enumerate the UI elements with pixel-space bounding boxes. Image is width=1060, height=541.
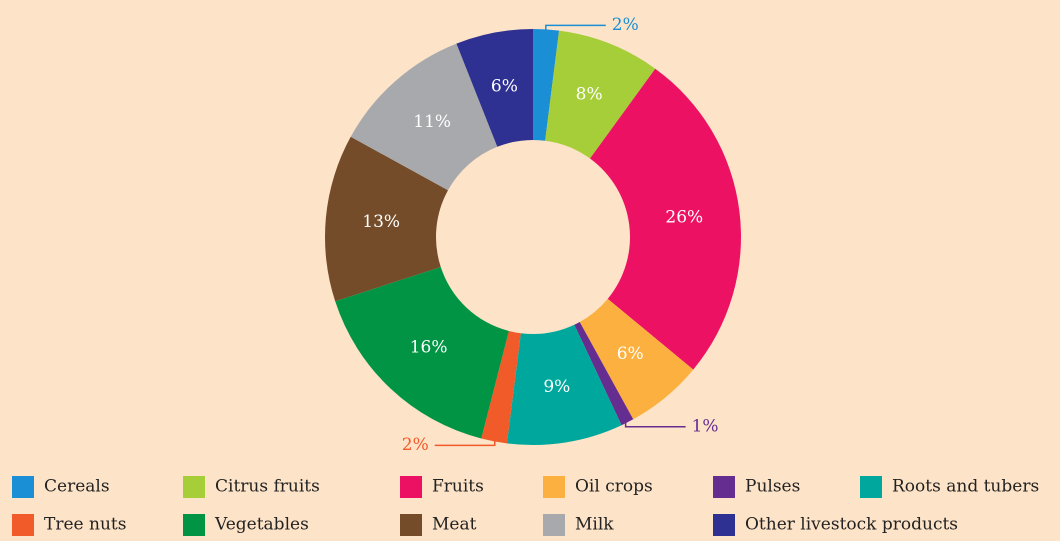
data-label: 26% (665, 207, 703, 227)
data-label: 13% (362, 212, 400, 232)
legend-label: Citrus fruits (215, 477, 320, 497)
leader-line (624, 418, 686, 428)
donut-segment (325, 136, 448, 302)
data-label: 1% (692, 416, 719, 436)
donut-segment (590, 68, 742, 370)
legend-label: Pulses (745, 477, 800, 497)
legend-swatch (12, 476, 34, 498)
donut-segment (545, 30, 656, 159)
donut-segment (574, 322, 634, 426)
legend-label: Oil crops (575, 477, 653, 497)
legend-swatch (713, 476, 735, 498)
legend-swatch (543, 514, 565, 536)
leader-line (545, 24, 606, 34)
legend-label: Tree nuts (44, 515, 126, 535)
data-label: 8% (576, 85, 603, 105)
legend-swatch (183, 476, 205, 498)
data-label: 2% (402, 435, 429, 455)
legend-swatch (543, 476, 565, 498)
legend-label: Milk (575, 515, 614, 535)
legend-label: Vegetables (214, 515, 309, 535)
data-label: 11% (413, 112, 451, 132)
legend-label: Fruits (432, 477, 484, 497)
data-label: 2% (612, 15, 639, 35)
donut-segment (335, 266, 509, 439)
legend-swatch (12, 514, 34, 536)
data-label: 6% (491, 77, 518, 97)
donut-segment (579, 298, 694, 420)
donut-segment (481, 330, 521, 444)
donut-segment (506, 324, 622, 446)
legend-swatch (713, 514, 735, 536)
donut-segment (456, 29, 533, 147)
legend-swatch (860, 476, 882, 498)
legend-swatch (400, 476, 422, 498)
data-label: 6% (617, 344, 644, 364)
legend-label: Other livestock products (745, 515, 958, 535)
data-label: 9% (543, 377, 570, 397)
donut-segment (533, 29, 560, 141)
legend-label: Cereals (44, 477, 110, 497)
legend-swatch (183, 514, 205, 536)
donut-segment (350, 43, 498, 191)
leader-line (434, 437, 496, 447)
legend-label: Meat (432, 515, 477, 535)
legend-swatch (400, 514, 422, 536)
legend-label: Roots and tubers (892, 477, 1039, 497)
data-label: 16% (410, 338, 448, 358)
